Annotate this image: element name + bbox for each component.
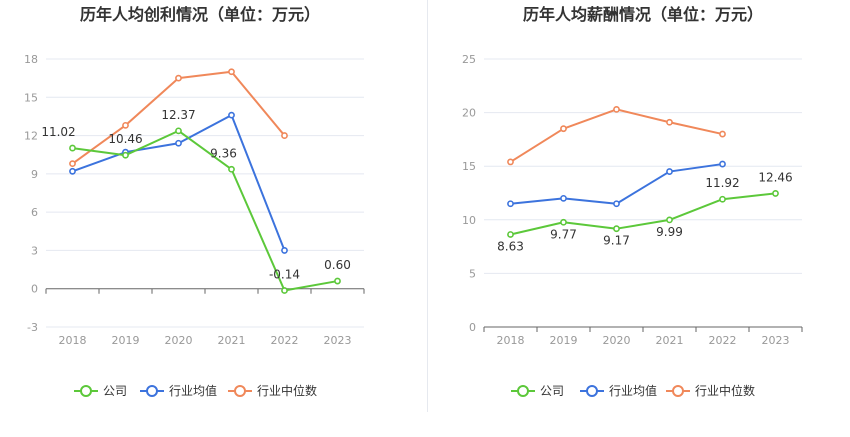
data-point-company	[772, 190, 779, 197]
y-tick-label: 15	[462, 160, 476, 173]
data-label: 10.46	[108, 132, 142, 146]
series-line-industry_median	[509, 108, 723, 163]
x-tick-label: 2021	[218, 334, 246, 347]
data-label: 9.77	[550, 227, 577, 241]
data-point-industry_median	[281, 132, 288, 139]
data-point-industry_median	[719, 130, 726, 138]
legend-marker	[234, 385, 246, 397]
data-label: 11.92	[705, 176, 739, 190]
data-point-company	[281, 287, 288, 294]
legend-item-industry_median: 行业中位数	[666, 383, 755, 398]
x-tick-label: 2020	[165, 334, 193, 347]
data-point-company	[334, 277, 341, 285]
data-point-company	[175, 127, 182, 135]
series-line-company	[510, 192, 776, 236]
x-tick-label: 2019	[112, 334, 140, 347]
y-tick-label: 0	[469, 321, 476, 334]
chart-profit-per-employee: 历年人均创利情况（单位：万元） -3 0 3 6 9 12 15 18 2018 2019 2020 2…	[24, 5, 365, 398]
x-tick-label: 2022	[271, 334, 299, 347]
data-point-industry_median	[560, 125, 567, 133]
y-tick-label: 6	[31, 206, 38, 219]
data-point-company	[122, 151, 129, 159]
legend-marker	[80, 385, 92, 397]
legend-item-industry_avg: 行业均值	[580, 383, 657, 398]
chart-salary-per-employee: 历年人均薪酬情况（单位：万元） 0 5 10 15 20 25 2018 2019 2020 202…	[462, 5, 803, 398]
data-point-industry_median	[175, 74, 182, 82]
data-point-industry_avg	[560, 194, 567, 202]
data-label: 12.37	[161, 108, 195, 122]
data-point-industry_median	[613, 105, 620, 113]
y-tick-label: 3	[31, 244, 38, 257]
data-point-industry_avg	[613, 200, 620, 208]
legend-label: 公司	[103, 384, 127, 398]
x-tick-label: 2020	[603, 334, 631, 347]
y-tick-label: 0	[31, 283, 38, 296]
data-point-industry_avg	[175, 139, 182, 147]
data-point-industry_median	[666, 118, 673, 126]
data-point-industry_avg	[69, 167, 76, 175]
data-point-industry_avg	[281, 247, 288, 254]
data-point-company	[613, 225, 620, 233]
legend-label: 行业均值	[609, 383, 657, 398]
x-tick-label: 2018	[59, 334, 87, 347]
legend-label: 公司	[540, 384, 564, 398]
panel-divider	[427, 0, 428, 412]
chart-title: 历年人均创利情况（单位：万元）	[80, 5, 320, 24]
data-point-company	[228, 165, 235, 173]
y-tick-label: 18	[24, 53, 38, 66]
legend-marker	[146, 385, 158, 397]
data-point-company	[560, 218, 567, 226]
data-point-company	[719, 195, 726, 203]
data-label: -0.14	[269, 268, 300, 282]
x-tick-label: 2023	[762, 334, 790, 347]
data-label: 12.46	[758, 170, 792, 184]
y-tick-label: -3	[27, 321, 38, 334]
series-line-industry_avg	[510, 163, 723, 205]
legend-item-industry_avg: 行业均值	[140, 383, 217, 398]
data-point-industry_avg	[507, 200, 514, 208]
x-tick-label: 2022	[709, 334, 737, 347]
legend-item-company: 公司	[74, 384, 127, 398]
x-tick-label: 2018	[497, 334, 525, 347]
data-point-company	[69, 144, 76, 152]
data-point-industry_median	[507, 158, 514, 166]
y-tick-label: 15	[24, 91, 38, 104]
data-point-company	[507, 231, 514, 238]
y-tick-label: 5	[469, 267, 476, 280]
x-tick-label: 2023	[324, 334, 352, 347]
data-point-industry_median	[228, 68, 235, 76]
data-label: 0.60	[324, 258, 351, 272]
chart-title: 历年人均薪酬情况（单位：万元）	[523, 5, 763, 24]
data-label: 11.02	[41, 125, 75, 139]
data-point-industry_median	[122, 121, 129, 129]
y-tick-label: 12	[24, 130, 38, 143]
data-label: 8.63	[497, 239, 524, 253]
legend-label: 行业中位数	[257, 383, 317, 398]
data-label: 9.17	[603, 234, 630, 248]
x-tick-label: 2019	[550, 334, 578, 347]
data-point-company	[666, 216, 673, 224]
legend-item-industry_median: 行业中位数	[228, 383, 317, 398]
y-tick-label: 9	[31, 168, 38, 181]
legend-label: 行业均值	[169, 383, 217, 398]
data-point-industry_avg	[228, 111, 235, 119]
legend-item-company: 公司	[511, 384, 564, 398]
data-point-industry_avg	[719, 160, 726, 168]
data-point-industry_median	[69, 160, 76, 168]
y-tick-label: 10	[462, 214, 476, 227]
data-point-industry_avg	[666, 168, 673, 175]
y-tick-label: 25	[462, 53, 476, 66]
x-tick-label: 2021	[656, 334, 684, 347]
y-tick-label: 20	[462, 107, 476, 120]
legend-label: 行业中位数	[695, 383, 755, 398]
legend-marker	[672, 385, 684, 397]
data-label: 9.99	[656, 225, 683, 239]
series-line-company	[72, 129, 338, 292]
legend-marker	[517, 385, 529, 397]
legend-marker	[586, 385, 598, 397]
data-label: 9.36	[210, 146, 237, 160]
